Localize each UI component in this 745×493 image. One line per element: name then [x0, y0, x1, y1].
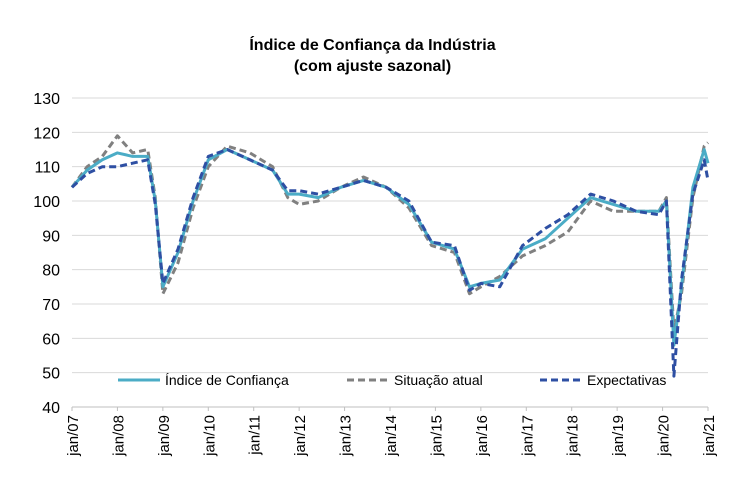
- x-tick-label: jan/13: [338, 415, 355, 457]
- y-tick-label: 90: [42, 228, 60, 245]
- series-line-0: [70, 148, 710, 347]
- x-tick-label: jan/08: [110, 415, 127, 457]
- x-tick-label: jan/16: [474, 415, 491, 457]
- chart-title: Índice de Confiança da Indústria: [249, 37, 496, 54]
- y-tick-label: 120: [33, 125, 60, 142]
- x-tick-label: jan/20: [656, 415, 673, 457]
- x-tick-label: jan/21: [701, 415, 718, 457]
- x-tick-label: jan/17: [519, 415, 536, 457]
- x-tick-label: jan/18: [565, 415, 582, 457]
- x-tick-label: jan/14: [383, 415, 400, 457]
- y-tick-label: 40: [42, 400, 60, 417]
- y-tick-label: 100: [33, 194, 60, 211]
- series-line-2: [70, 148, 710, 378]
- x-tick-label: jan/09: [156, 415, 173, 457]
- legend-label-2: Expectativas: [587, 372, 666, 388]
- series-line-1: [70, 134, 710, 333]
- x-tick-label: jan/10: [201, 415, 218, 457]
- x-tick-label: jan/11: [247, 415, 264, 456]
- chart-subtitle: (com ajuste sazonal): [293, 58, 452, 75]
- y-tick-label: 50: [42, 366, 60, 383]
- x-tick-label: jan/12: [292, 415, 309, 457]
- y-tick-label: 130: [33, 91, 60, 108]
- legend-label-0: Índice de Confiança: [165, 372, 289, 388]
- y-tick-label: 60: [42, 331, 60, 348]
- x-tick-label: jan/19: [610, 415, 627, 457]
- y-tick-label: 70: [42, 297, 60, 314]
- x-tick-label: jan/07: [65, 415, 82, 457]
- y-tick-label: 80: [42, 263, 60, 280]
- x-tick-label: jan/15: [428, 415, 445, 457]
- legend-label-1: Situação atual: [394, 372, 483, 388]
- y-tick-label: 110: [34, 160, 60, 177]
